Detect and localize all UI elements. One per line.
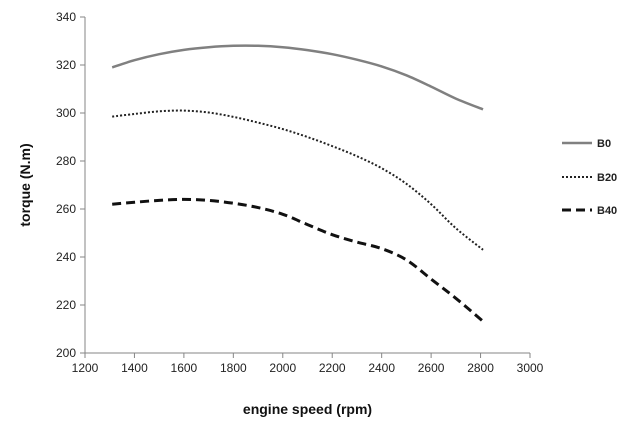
series-line-b0 [111,44,484,111]
series-line-b20 [112,109,484,251]
y-tick-label: 340 [56,10,76,24]
x-tick-label: 1800 [220,361,247,375]
legend-label-b0: B0 [597,138,611,150]
legend: B0 B20 B40 [562,138,617,217]
x-tick-label: 1600 [171,361,198,375]
y-tick-label: 200 [56,346,76,360]
y-tick-label: 280 [56,154,76,168]
series-line-b40 [112,197,484,323]
legend-label-b40: B40 [597,205,617,217]
x-tick-label: 3000 [517,361,544,375]
x-tick-label: 2600 [418,361,445,375]
x-tick-label: 1400 [121,361,148,375]
y-tick-label: 240 [56,250,76,264]
x-tick-label: 2000 [269,361,296,375]
x-tick-label: 1200 [72,361,99,375]
y-tick-label: 260 [56,202,76,216]
series-lines [111,44,484,323]
y-tick-label: 300 [56,106,76,120]
y-tick-label: 320 [56,58,76,72]
legend-label-b20: B20 [597,172,617,184]
x-axis-title: engine speed (rpm) [243,401,372,417]
x-tick-label: 2800 [467,361,494,375]
y-tick-label: 220 [56,298,76,312]
x-tick-label: 2400 [368,361,395,375]
x-tick-label: 2200 [319,361,346,375]
y-axis: 200 220 240 260 280 300 320 340 [56,10,86,360]
x-axis: 1200 1400 1600 1800 2000 2200 2400 2600 2800 3000 [72,352,544,375]
y-axis-title: torque (N.m) [17,143,33,226]
